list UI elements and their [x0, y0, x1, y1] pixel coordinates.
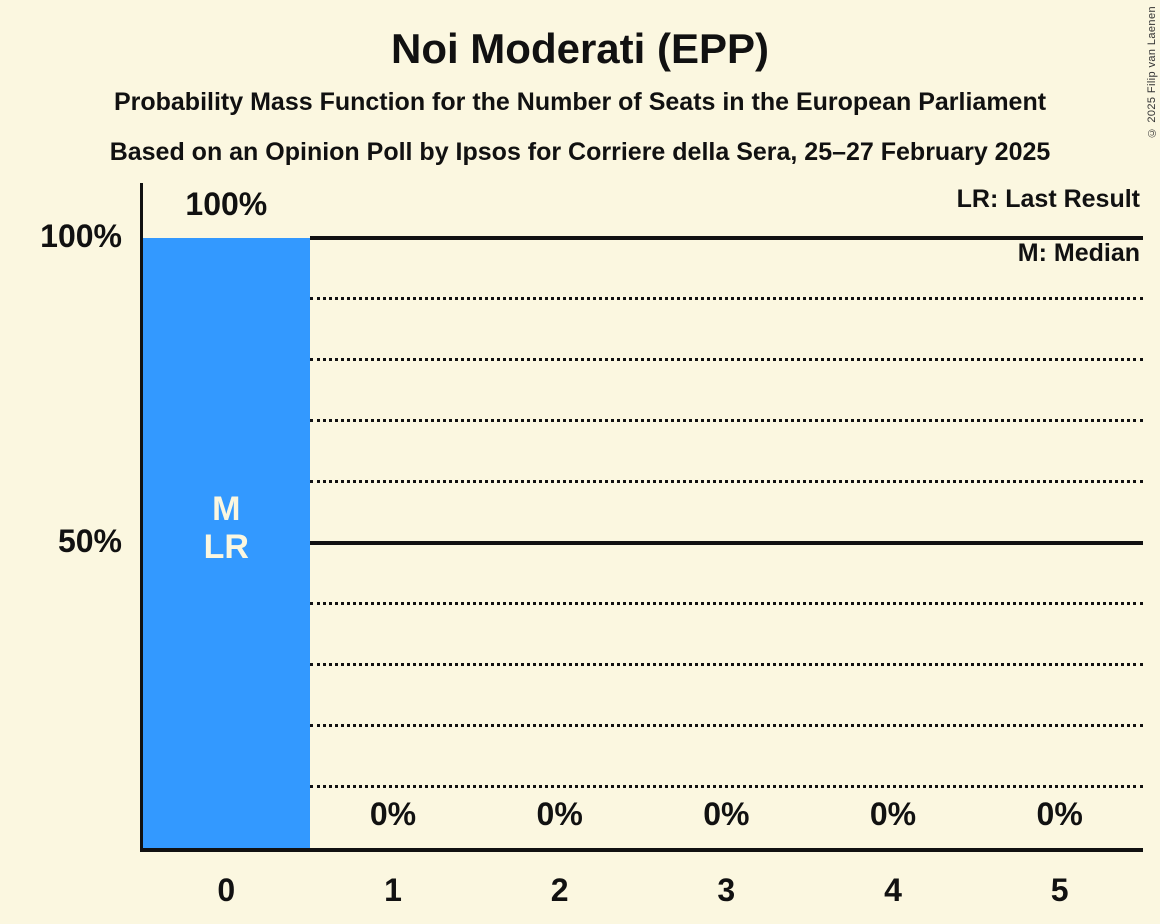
gridline-50pct — [309, 541, 1143, 545]
legend-median: M: Median — [1017, 239, 1140, 267]
x-tick-label-1: 1 — [384, 872, 402, 908]
value-label-seats-1: 0% — [369, 796, 417, 832]
value-label-seats-2: 0% — [536, 796, 583, 832]
gridline-30pct — [309, 663, 1143, 666]
bar-annotation-seats-0: M LR — [143, 490, 310, 566]
gridline-60pct — [309, 480, 1143, 483]
gridline-100pct — [309, 236, 1143, 240]
chart-title: Noi Moderati (EPP) — [390, 25, 770, 72]
gridline-40pct — [309, 602, 1143, 605]
annotation-line-m: M — [212, 490, 241, 528]
gridline-10pct — [309, 785, 1143, 788]
plot-area: 100% 0 0% 1 0% 2 0% 3 0% 4 0% 5 M LR — [140, 183, 1143, 908]
gridline-90pct — [309, 297, 1143, 300]
chart-subtitle-pmf: Probability Mass Function for the Number… — [113, 88, 1047, 116]
value-label-seats-5: 0% — [1036, 796, 1083, 832]
bar-seats-0 — [143, 238, 310, 848]
x-tick-label-4: 4 — [884, 872, 902, 908]
chart-subtitle-poll-source: Based on an Opinion Poll by Ipsos for Co… — [109, 138, 1051, 166]
y-axis-label-100pct: 100% — [40, 218, 122, 254]
gridline-20pct — [309, 724, 1143, 727]
value-label-seats-0: 100% — [185, 186, 268, 222]
annotation-line-lr: LR — [203, 528, 249, 566]
x-tick-label-3: 3 — [717, 872, 736, 908]
value-label-seats-4: 0% — [869, 796, 917, 832]
y-axis-label-50pct: 50% — [57, 523, 122, 559]
x-tick-label-0: 0 — [217, 872, 236, 908]
x-tick-label-5: 5 — [1050, 872, 1069, 908]
legend-last-result: LR: Last Result — [956, 185, 1140, 213]
value-label-seats-3: 0% — [703, 796, 750, 832]
gridline-80pct — [309, 358, 1143, 361]
gridline-70pct — [309, 419, 1143, 422]
x-tick-label-2: 2 — [550, 872, 569, 908]
